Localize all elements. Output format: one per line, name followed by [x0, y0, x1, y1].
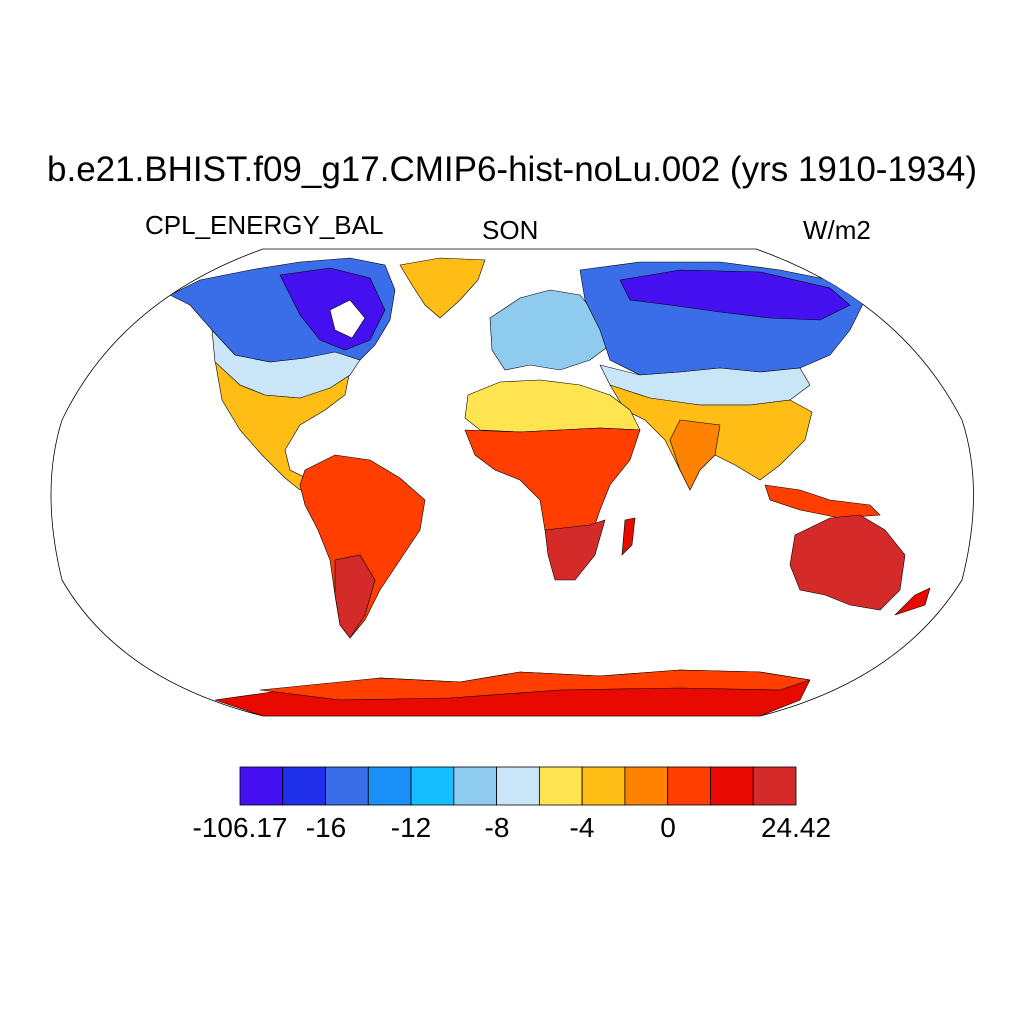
colorbar-tick-label: -16	[305, 812, 347, 843]
land-new-zealand	[894, 587, 931, 616]
colorbar-tick-label: -106.17	[192, 812, 288, 843]
land-africa-south	[544, 519, 606, 581]
map-title: b.e21.BHIST.f09_g17.CMIP6-hist-noLu.002 …	[47, 150, 977, 189]
land-australia	[789, 514, 906, 611]
land-indonesia	[764, 484, 881, 519]
colorbar-tick-label: -4	[569, 812, 595, 843]
colorbar-tick-label: -12	[390, 812, 432, 843]
units-label: W/m2	[803, 215, 871, 245]
land-europe	[489, 289, 611, 371]
season-label: SON	[482, 215, 539, 245]
variable-label: CPL_ENERGY_BAL	[145, 210, 384, 240]
land-south-america	[299, 454, 426, 639]
colorbar-tick-label: -8	[484, 812, 510, 843]
hudson-bay	[329, 299, 366, 339]
colorbar-tick-label: 0	[660, 812, 676, 843]
land-madagascar	[621, 517, 636, 556]
land-antarctica-coast	[259, 669, 811, 701]
land-greenland	[399, 257, 486, 319]
land-india	[669, 419, 721, 491]
land-south-america-south	[334, 554, 376, 639]
colorbar-tick-label: 24.42	[760, 812, 832, 843]
land-asia-north-core	[619, 269, 851, 321]
